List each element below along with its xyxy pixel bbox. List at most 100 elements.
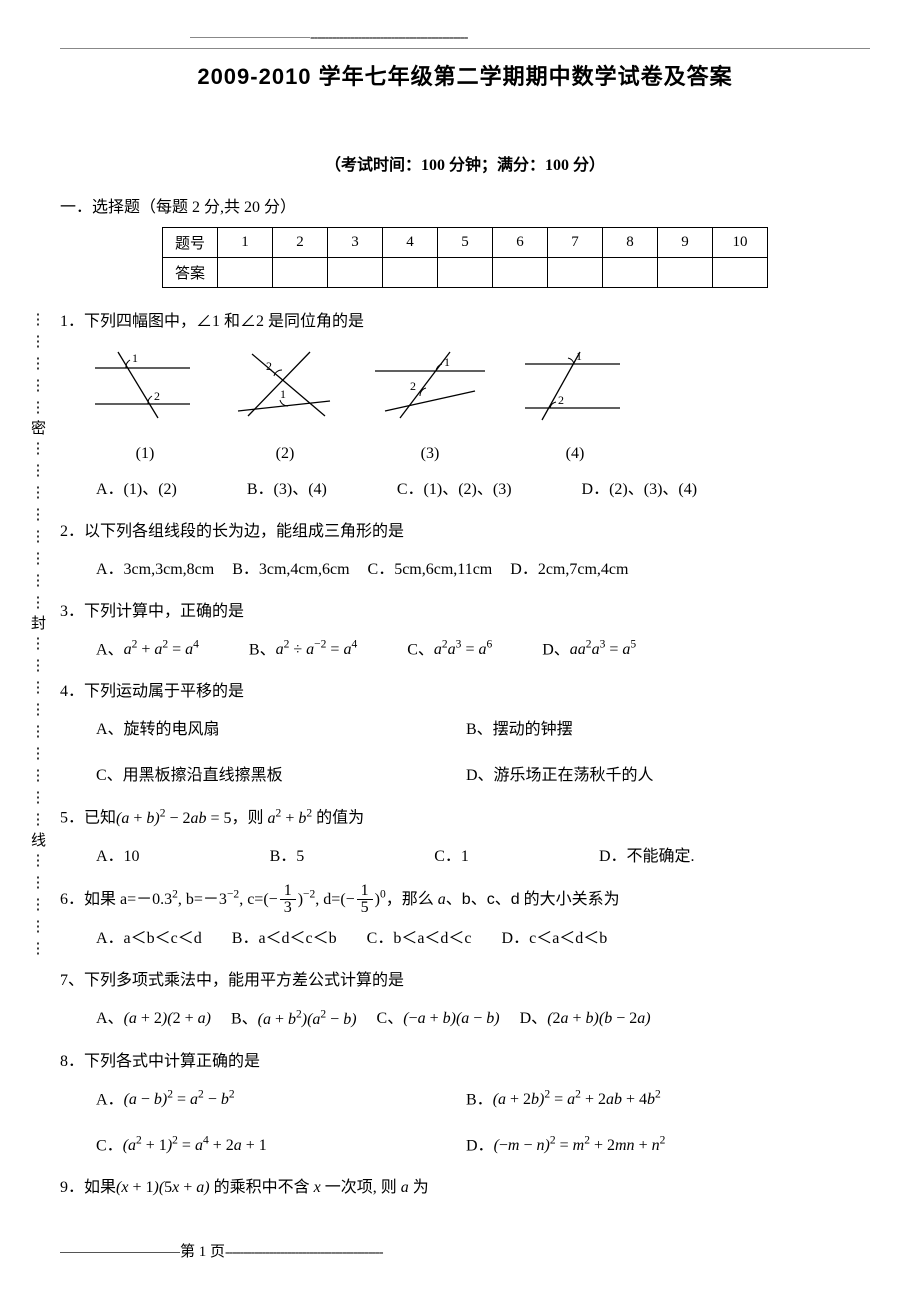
q6-stem: 6．如果 a=－0.32, b=－3−2, c=(−13)−2, d=(−15)…: [60, 883, 870, 918]
top-dashes: ----------------------------------------…: [190, 30, 870, 46]
footer-dashes: ----------------------------------------…: [225, 1245, 382, 1260]
q7-opt-b: B、(a + b2)(a2 − b): [231, 1003, 357, 1035]
q8-opt-b: B．(a + 2b)2 = a2 + 2ab + 4b2: [466, 1084, 870, 1116]
answer-header-cell: 3: [328, 228, 383, 258]
answer-cell: [273, 258, 328, 288]
q4-opt-c: C、用黑板擦沿直线擦黑板: [96, 760, 466, 792]
q2-stem: 2．以下列各组线段的长为边，能组成三角形的是: [60, 516, 870, 548]
q5-opt-b: B．5: [270, 841, 305, 873]
answer-header-cell: 6: [493, 228, 548, 258]
answer-cell: [658, 258, 713, 288]
answer-header-cell: 4: [383, 228, 438, 258]
q1-opt-b: B．(3)、(4): [247, 474, 327, 506]
footer-page-num: 第 1 页: [180, 1244, 225, 1260]
q6-opt-c: C．b＜a＜d＜c: [367, 923, 472, 955]
question-1: 1．下列四幅图中，∠1 和∠2 是同位角的是 1 2 (1): [60, 306, 870, 506]
answer-header-cell: 2: [273, 228, 328, 258]
fig1-label: (1): [90, 438, 200, 470]
q2-options: A．3cm,3cm,8cm B．3cm,4cm,6cm C．5cm,6cm,11…: [96, 554, 870, 586]
fig1-angle1-label: 1: [132, 351, 138, 365]
q3-options: A、a2 + a2 = a4 B、a2 ÷ a−2 = a4 C、a2a3 = …: [96, 634, 870, 666]
dash-run: ----------------------------------------…: [310, 30, 467, 45]
fig4-angle1-label: 1: [576, 349, 582, 363]
fig2-angle1-label: 1: [280, 387, 286, 401]
q1-fig-1: 1 2 (1): [90, 346, 200, 470]
q5-opt-d: D．不能确定.: [599, 841, 695, 873]
q1-figures: 1 2 (1) 2 1 (2): [90, 346, 870, 470]
q4-opt-d: D、游乐场正在荡秋千的人: [466, 760, 870, 792]
q3-stem: 3．下列计算中，正确的是: [60, 596, 870, 628]
exam-page: ⋮⋮⋮⋮⋮密⋮⋮⋮⋮⋮⋮⋮⋮封⋮⋮⋮⋮⋮⋮⋮⋮⋮线⋮⋮⋮⋮⋮ ---------…: [0, 0, 920, 1291]
question-9: 9．如果(x + 1)(5x + a) 的乘积中不含 x 一次项, 则 a 为: [60, 1172, 870, 1204]
fig4-angle2-label: 2: [558, 393, 564, 407]
q7-stem: 7、下列多项式乘法中，能用平方差公式计算的是: [60, 965, 870, 997]
q4-stem: 4．下列运动属于平移的是: [60, 676, 870, 708]
q6-opt-b: B．a＜d＜c＜b: [232, 923, 337, 955]
q5-options: A．10 B．5 C．1 D．不能确定.: [96, 841, 870, 873]
fig4-svg: 1 2: [520, 346, 630, 426]
q2-opt-c: C．5cm,6cm,11cm: [368, 554, 493, 586]
q2-opt-d: D．2cm,7cm,4cm: [510, 554, 628, 586]
q3-opt-c: C、a2a3 = a6: [407, 634, 492, 666]
answer-table: 题号12345678910 答案: [162, 227, 768, 288]
fig4-label: (4): [520, 438, 630, 470]
fig3-angle1-label: 1: [444, 355, 450, 369]
q4-opt-a: A、旋转的电风扇: [96, 714, 466, 746]
underline-blank: [190, 37, 310, 38]
q8-opt-c: C．(a2 + 1)2 = a4 + 2a + 1: [96, 1130, 466, 1162]
exam-info: （考试时间：100 分钟；满分：100 分）: [60, 151, 870, 175]
hr-top: [60, 48, 870, 49]
q8-stem: 8．下列各式中计算正确的是: [60, 1046, 870, 1078]
q6-opt-a: A．a＜b＜c＜d: [96, 923, 202, 955]
answer-cell: [328, 258, 383, 288]
seal-line: ⋮⋮⋮⋮⋮密⋮⋮⋮⋮⋮⋮⋮⋮封⋮⋮⋮⋮⋮⋮⋮⋮⋮线⋮⋮⋮⋮⋮: [28, 20, 48, 1251]
answer-cell: [383, 258, 438, 288]
question-3: 3．下列计算中，正确的是 A、a2 + a2 = a4 B、a2 ÷ a−2 =…: [60, 596, 870, 666]
fig3-svg: 1 2: [370, 346, 490, 426]
answer-cell: [493, 258, 548, 288]
q3-opt-a: A、a2 + a2 = a4: [96, 634, 199, 666]
page-footer: 第 1 页-----------------------------------…: [60, 1240, 870, 1261]
table-header-row: 题号12345678910: [163, 228, 768, 258]
footer-underline: [60, 1252, 180, 1253]
answer-cell: [713, 258, 768, 288]
question-5: 5．已知(a + b)2 − 2ab = 5，则 a2 + b2 的值为 A．1…: [60, 802, 870, 872]
q1-fig-2: 2 1 (2): [230, 346, 340, 470]
q1-fig-3: 1 2 (3): [370, 346, 490, 470]
q8-opt-a: A．(a − b)2 = a2 − b2: [96, 1084, 466, 1116]
answer-cell: [548, 258, 603, 288]
page-title: 2009-2010 学年七年级第二学期期中数学试卷及答案: [60, 59, 870, 91]
fig1-angle2-label: 2: [154, 389, 160, 403]
answer-header-cell: 5: [438, 228, 493, 258]
q7-opt-a: A、(a + 2)(2 + a): [96, 1003, 211, 1035]
q8-opt-d: D．(−m − n)2 = m2 + 2mn + n2: [466, 1130, 870, 1162]
question-4: 4．下列运动属于平移的是 A、旋转的电风扇 B、摆动的钟摆 C、用黑板擦沿直线擦…: [60, 676, 870, 792]
q4-options: A、旋转的电风扇 B、摆动的钟摆 C、用黑板擦沿直线擦黑板 D、游乐场正在荡秋千…: [96, 714, 870, 792]
q4-opt-b: B、摆动的钟摆: [466, 714, 870, 746]
question-7: 7、下列多项式乘法中，能用平方差公式计算的是 A、(a + 2)(2 + a) …: [60, 965, 870, 1035]
q1-opt-a: A．(1)、(2): [96, 474, 177, 506]
answer-header-cell: 1: [218, 228, 273, 258]
q3-opt-d: D、aa2a3 = a5: [542, 634, 636, 666]
table-answer-row: 答案: [163, 258, 768, 288]
fig1-svg: 1 2: [90, 346, 200, 426]
answer-header-cell: 10: [713, 228, 768, 258]
q7-opt-d: D、(2a + b)(b − 2a): [520, 1003, 651, 1035]
q7-opt-c: C、(−a + b)(a − b): [377, 1003, 500, 1035]
q1-opt-d: D．(2)、(3)、(4): [582, 474, 698, 506]
q7-options: A、(a + 2)(2 + a) B、(a + b2)(a2 − b) C、(−…: [96, 1003, 870, 1035]
question-6: 6．如果 a=－0.32, b=－3−2, c=(−13)−2, d=(−15)…: [60, 883, 870, 956]
q2-opt-b: B．3cm,4cm,6cm: [232, 554, 349, 586]
q6-opt-d: D．c＜a＜d＜b: [502, 923, 608, 955]
q5-opt-c: C．1: [434, 841, 469, 873]
q1-options: A．(1)、(2) B．(3)、(4) C．(1)、(2)、(3) D．(2)、…: [96, 474, 870, 506]
answer-cell: [438, 258, 493, 288]
answer-header-cell: 题号: [163, 228, 218, 258]
fig2-svg: 2 1: [230, 346, 340, 426]
answer-header-cell: 9: [658, 228, 713, 258]
q1-opt-c: C．(1)、(2)、(3): [397, 474, 512, 506]
fig3-label: (3): [370, 438, 490, 470]
fig3-angle2-label: 2: [410, 379, 416, 393]
answer-cell: [218, 258, 273, 288]
q9-stem: 9．如果(x + 1)(5x + a) 的乘积中不含 x 一次项, 则 a 为: [60, 1172, 870, 1204]
